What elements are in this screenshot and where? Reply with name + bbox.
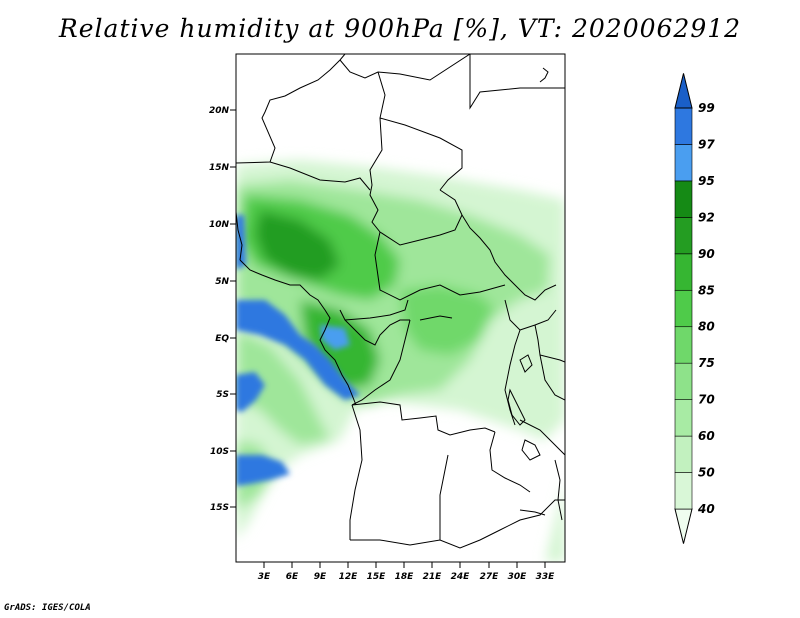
lon-tick-label: 6E <box>286 572 299 582</box>
colorbar-bin <box>674 107 693 145</box>
lon-tick-label: 30E <box>508 572 528 582</box>
lat-tick-label: 20N <box>209 106 230 116</box>
lon-tick-label: 24E <box>451 572 471 582</box>
colorbar-level-label: 99 <box>698 101 715 115</box>
colorbar-bin <box>674 253 693 291</box>
lon-tick-label: 12E <box>339 572 359 582</box>
lat-tick-label: 10N <box>209 220 230 230</box>
colorbar-bin <box>674 399 693 437</box>
colorbar-bin <box>674 435 693 473</box>
colorbar-level-label: 90 <box>698 247 715 261</box>
colorbar: 40 50 60 70 75 80 85 90 92 95 97 99 <box>674 73 715 544</box>
colorbar-bin <box>674 289 693 328</box>
colorbar-bin <box>674 326 693 364</box>
longitude-axis: 3E 6E 9E 12E 15E 18E 21E 24E 27E 30E 33E <box>258 562 555 582</box>
map-frame <box>235 53 566 563</box>
lon-tick-label: 18E <box>395 572 415 582</box>
latitude-axis: 20N 15N 10N 5N EQ 5S 10S 15S <box>209 106 236 513</box>
colorbar-bin <box>674 472 693 510</box>
map-title: Relative humidity at 900hPa [%], VT: 202… <box>58 14 742 43</box>
colorbar-lower-arrow <box>674 508 693 544</box>
lon-tick-label: 33E <box>536 572 556 582</box>
grads-credit: GrADS: IGES/COLA <box>4 603 91 613</box>
colorbar-level-label: 75 <box>698 356 715 370</box>
colorbar-level-label: 85 <box>698 283 715 297</box>
colorbar-level-label: 70 <box>698 393 715 407</box>
colorbar-level-label: 50 <box>698 466 715 480</box>
lon-tick-label: 9E <box>314 572 327 582</box>
lon-tick-label: 3E <box>258 572 271 582</box>
colorbar-bin <box>674 180 693 218</box>
lon-tick-label: 27E <box>480 572 500 582</box>
colorbar-level-label: 60 <box>698 429 715 443</box>
lat-tick-label: 10S <box>210 447 229 457</box>
lat-tick-label: 15N <box>209 163 230 173</box>
lat-tick-label: 15S <box>210 503 229 513</box>
humidity-field <box>236 54 565 562</box>
colorbar-level-label: 95 <box>698 174 715 188</box>
lat-tick-label: EQ <box>215 334 229 344</box>
colorbar-level-label: 40 <box>697 502 715 516</box>
colorbar-bin <box>674 144 693 182</box>
colorbar-level-label: 92 <box>698 210 715 224</box>
colorbar-level-label: 97 <box>698 137 715 151</box>
country-borders <box>236 54 565 549</box>
colorbar-upper-arrow <box>674 73 693 109</box>
lat-tick-label: 5N <box>215 277 229 287</box>
lon-tick-label: 21E <box>423 572 443 582</box>
colorbar-bin <box>674 217 693 255</box>
colorbar-bin <box>674 362 693 400</box>
colorbar-level-label: 80 <box>698 320 715 334</box>
lat-tick-label: 5S <box>216 390 229 400</box>
lon-tick-label: 15E <box>367 572 387 582</box>
